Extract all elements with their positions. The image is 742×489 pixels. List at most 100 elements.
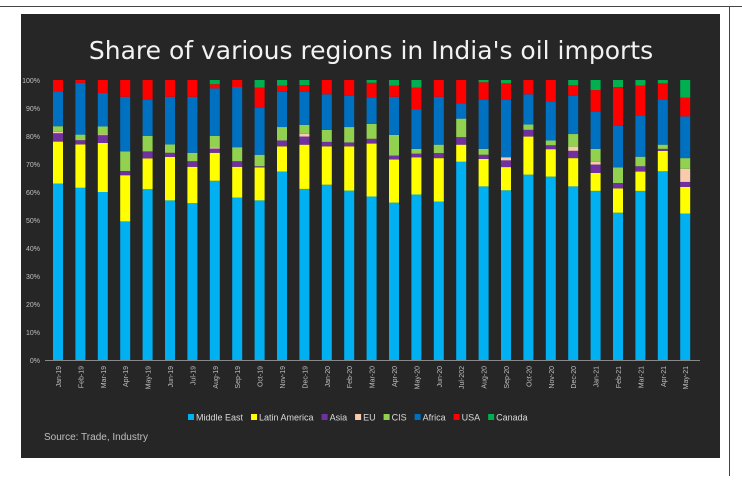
bar-segment-usa [680, 97, 691, 117]
bar-segment-asia [635, 166, 646, 172]
bar-segment-latin-america [389, 159, 399, 203]
bar-segment-africa [478, 99, 489, 149]
y-tick-label: 10% [26, 330, 40, 337]
bar-segment-canada [209, 80, 220, 85]
bar-segment-asia [523, 129, 534, 137]
bar-segment-latin-america [277, 146, 287, 172]
bar-segment-middle-east [53, 183, 63, 360]
legend-label: USA [462, 413, 481, 423]
bar-segment-usa [299, 85, 310, 92]
bar-segment-eu [568, 146, 579, 151]
bar-segment-usa [209, 84, 220, 89]
x-tick-label: Jul-19 [190, 366, 197, 385]
bar-segment-usa [321, 80, 332, 95]
bar-segment-latin-america [411, 157, 422, 195]
bar-segment-cis [523, 124, 534, 130]
bar-segment-usa [456, 80, 467, 104]
bar-segment-cis [568, 134, 579, 147]
bar-segment-usa [635, 85, 646, 116]
x-tick-label: May-19 [146, 366, 153, 389]
bar-segment-latin-america [53, 141, 63, 184]
bar-segment-cis [254, 154, 265, 167]
bar-segment-cis [209, 136, 220, 148]
x-tick-label: Jan-20 [325, 366, 332, 388]
bar-segment-canada [478, 80, 489, 83]
bar-segment-canada [389, 80, 399, 86]
bar-segment-canada [254, 80, 265, 88]
bar-segment-latin-america [120, 175, 131, 222]
bar-segment-latin-america [635, 171, 646, 191]
bar-segment-africa [142, 99, 153, 136]
bar-segment-latin-america [299, 144, 310, 189]
legend-label: Middle East [196, 413, 244, 423]
bar-segment-middle-east [590, 190, 601, 360]
bar-segment-latin-america [613, 188, 623, 213]
bar-segment-asia [680, 181, 691, 187]
bar-segment-middle-east [209, 180, 220, 360]
x-tick-label: May-21 [683, 366, 690, 389]
bar-segment-africa [344, 95, 355, 128]
bar-segment-asia [657, 148, 668, 151]
bar-segment-cis [366, 123, 377, 139]
bar-segment-eu [97, 134, 108, 136]
bar-segment-cis [456, 118, 467, 138]
bar-segment-latin-america [433, 158, 444, 202]
bar-segment-middle-east [568, 186, 579, 360]
bar-segment-cis [501, 157, 511, 158]
x-tick-label: Nov-20 [549, 366, 556, 389]
x-tick-label: Apr-19 [123, 366, 130, 387]
y-tick-label: 40% [26, 246, 40, 253]
bar-segment-middle-east [232, 197, 243, 360]
y-tick-label: 90% [26, 106, 40, 113]
bar-segment-asia [232, 161, 243, 167]
bar-segment-usa [142, 80, 153, 100]
bar-segment-usa [165, 80, 175, 97]
bar-segment-eu [680, 168, 691, 182]
bar-segment-usa [53, 80, 63, 92]
bar-segment-africa [389, 96, 399, 135]
bar-segment-middle-east [97, 192, 108, 360]
bar-segment-middle-east [657, 171, 668, 360]
bar-segment-africa [456, 103, 467, 119]
bar-segment-middle-east [545, 176, 556, 360]
x-tick-label: Mar-20 [370, 366, 377, 388]
x-tick-label: Jun-19 [168, 366, 175, 388]
bar-segment-asia [75, 140, 86, 145]
bar-segment-latin-america [254, 167, 265, 201]
bar-segment-usa [523, 80, 534, 95]
bar-segment-africa [53, 91, 63, 127]
bar-segment-middle-east [344, 190, 355, 360]
x-tick-label: Mar-21 [638, 366, 645, 388]
legend-swatch [414, 414, 421, 420]
bar-segment-canada [613, 80, 623, 87]
bar-segment-africa [657, 99, 668, 145]
bar-segment-africa [75, 82, 86, 135]
bar-segment-cis [165, 144, 175, 153]
legend-label: Asia [330, 413, 348, 423]
x-tick-label: Apr-21 [661, 366, 668, 387]
bar-segment-cis [545, 140, 556, 146]
bar-segment-latin-america [456, 144, 467, 162]
bar-segment-asia [411, 153, 422, 158]
bar-segment-cis [433, 144, 444, 154]
bar-segment-africa [120, 96, 131, 152]
bar-segment-africa [277, 91, 287, 128]
x-tick-label: Mar-19 [101, 366, 108, 388]
bar-segment-cis [187, 152, 198, 162]
bar-segment-latin-america [680, 186, 691, 214]
bar-segment-canada [411, 80, 422, 88]
legend-swatch [488, 414, 495, 420]
bar-segment-middle-east [277, 171, 287, 360]
x-tick-label: Dec-19 [302, 366, 309, 389]
bar-segment-africa [254, 108, 265, 155]
legend-label: CIS [392, 413, 407, 423]
x-tick-label: Nov-19 [280, 366, 287, 389]
bar-segment-usa [433, 80, 444, 97]
bar-segment-asia [97, 135, 108, 143]
x-tick-label: Jan-19 [56, 366, 63, 388]
legend-label: EU [363, 413, 376, 423]
bar-segment-middle-east [411, 194, 422, 360]
bar-segment-asia [478, 154, 489, 159]
bar-segment-cis [478, 148, 489, 155]
